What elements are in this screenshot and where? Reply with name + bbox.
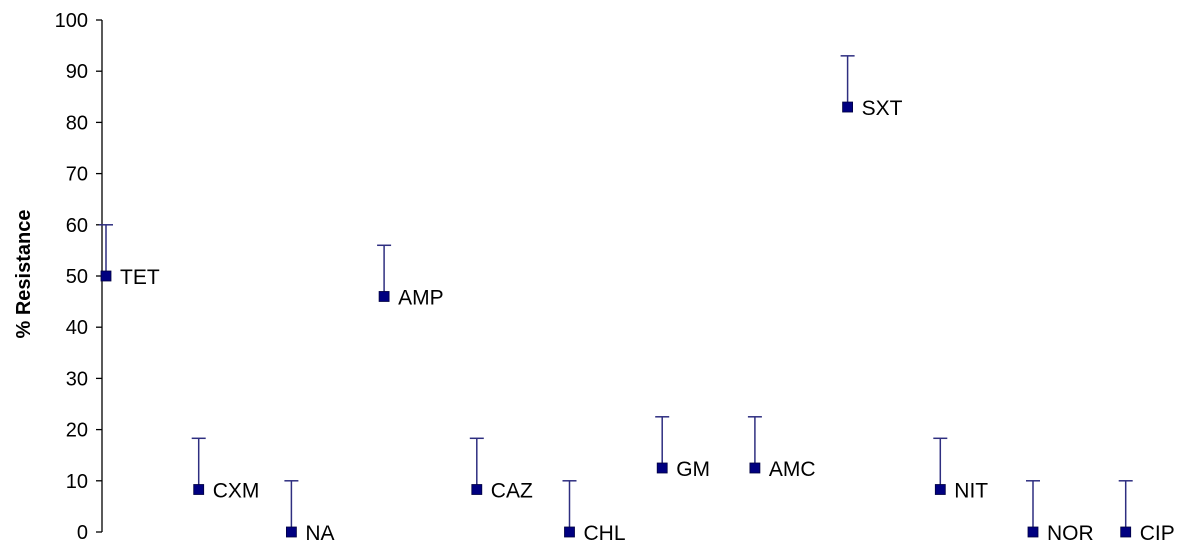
chart-marks: TET CXM NA AMP CAZ CHL GM AMC SXT NIT NOR CIP (99, 55, 1175, 542)
y-tick-label: 70 (66, 164, 88, 186)
point-label: CHL (584, 522, 626, 542)
point-marker (1027, 526, 1039, 538)
point-marker (842, 101, 853, 113)
point-label: TET (120, 266, 160, 289)
point-marker (100, 270, 112, 282)
y-tick-label: 80 (66, 112, 88, 134)
point-label: NA (305, 522, 334, 542)
point-label: GM (676, 458, 710, 481)
point-marker (1120, 526, 1132, 538)
y-tick-label: 100 (55, 10, 88, 32)
point-marker (934, 484, 946, 495)
data-point-cxm: CXM (191, 437, 260, 503)
point-label: AMP (398, 286, 444, 309)
data-point-na: NA (284, 480, 335, 542)
point-label: CIP (1140, 522, 1175, 542)
point-label: AMC (769, 458, 816, 481)
data-point-chl: CHL (562, 480, 626, 542)
data-point-tet: TET (99, 224, 160, 289)
data-point-nor: NOR (1026, 480, 1094, 542)
point-label: SXT (862, 97, 903, 120)
point-marker (471, 484, 483, 495)
point-marker (378, 291, 390, 302)
data-point-sxt: SXT (840, 55, 903, 120)
y-axis: 0 10 20 30 40 50 60 70 80 90 100 (55, 10, 103, 542)
y-tick-label: 50 (66, 266, 88, 288)
y-tick-label: 60 (66, 215, 88, 237)
point-marker (564, 526, 575, 538)
point-marker (656, 462, 668, 474)
y-axis-label: % Resistance (13, 210, 35, 339)
data-point-gm: GM (655, 416, 710, 481)
point-label: NIT (954, 480, 988, 503)
y-tick-label: 20 (66, 420, 88, 442)
y-tick-label: 90 (66, 61, 88, 83)
y-tick-label: 40 (66, 317, 88, 339)
data-point-amc: AMC (747, 416, 816, 481)
point-marker (193, 484, 205, 495)
point-label: CXM (213, 480, 260, 503)
y-tick-label: 10 (66, 471, 88, 493)
y-tick-label: 0 (77, 522, 88, 542)
point-marker (285, 526, 297, 538)
y-tick-label: 30 (66, 368, 88, 390)
point-label: CAZ (491, 480, 533, 503)
data-point-caz: CAZ (469, 437, 533, 503)
data-point-cip: CIP (1118, 480, 1175, 542)
data-point-nit: NIT (933, 437, 988, 503)
point-label: NOR (1047, 522, 1094, 542)
point-marker (749, 462, 761, 474)
data-point-amp: AMP (377, 244, 444, 309)
